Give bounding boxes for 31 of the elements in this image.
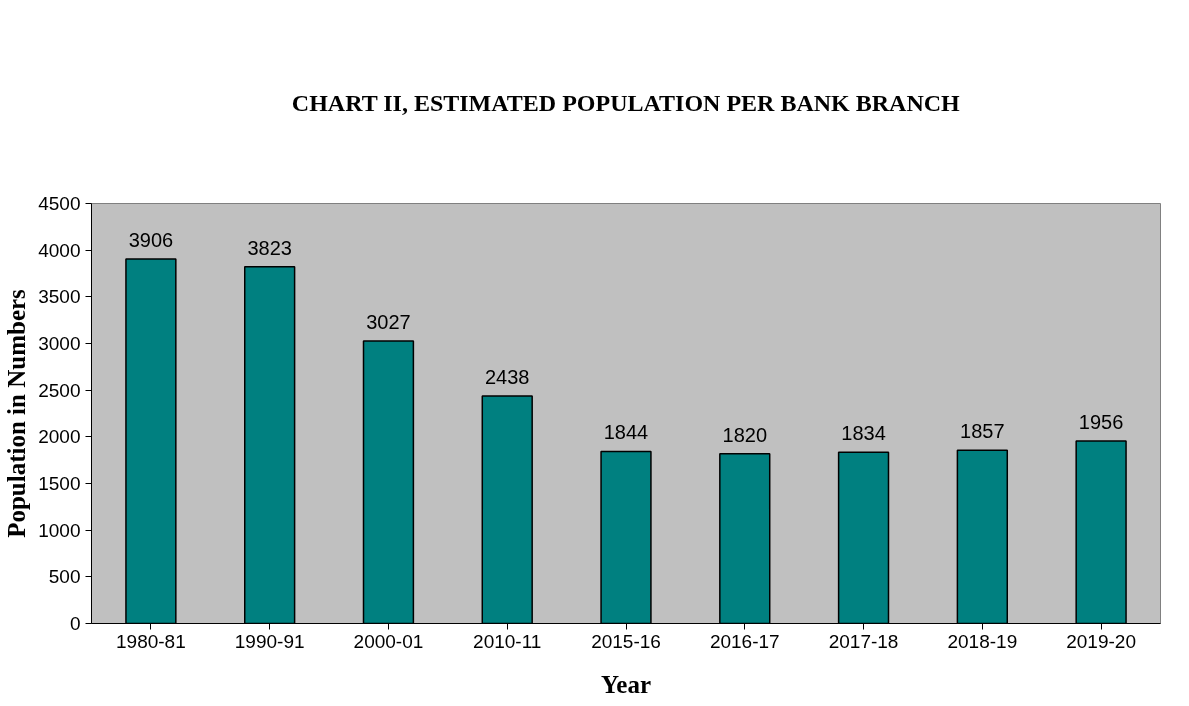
x-axis-title: Year [601,670,651,698]
x-tick-label: 2016-17 [709,630,780,652]
data-label: 3027 [366,310,411,333]
y-tick-label: 2500 [38,379,81,401]
x-tick-label: 2019-20 [1066,630,1136,652]
x-tick-label: 2015-16 [591,630,661,652]
x-tick-label: 2017-18 [828,630,899,652]
y-tick-label: 1000 [38,519,81,541]
data-label: 1956 [1078,410,1124,433]
y-tick-label: 2000 [38,426,81,448]
data-label: 1844 [603,421,649,444]
x-tick-label: 2018-19 [947,630,1018,652]
data-label: 1857 [960,420,1005,443]
x-tick-label: 2010-11 [473,630,542,652]
y-tick-label: 3500 [38,286,81,308]
data-label: 1820 [722,423,768,446]
y-tick-label: 500 [48,566,81,588]
x-tick-label: 1980-81 [116,630,186,652]
y-axis-title: Population in Numbers [3,288,31,538]
y-tick-label: 4500 [38,193,81,214]
data-label: 3823 [247,236,292,259]
data-label: 3906 [128,228,174,251]
y-tick-label: 4000 [38,239,81,261]
y-tick-label: 0 [69,613,81,634]
data-label: 1834 [841,422,886,445]
data-label: 2438 [484,365,530,388]
y-tick-label: 3000 [38,333,81,354]
y-tick-label: 1500 [38,473,81,494]
chart-title: CHART II, ESTIMATED POPULATION PER BANK BRANCH [291,90,961,116]
x-tick-label: 1990-91 [234,630,305,652]
x-tick-label: 2000-01 [353,630,424,652]
